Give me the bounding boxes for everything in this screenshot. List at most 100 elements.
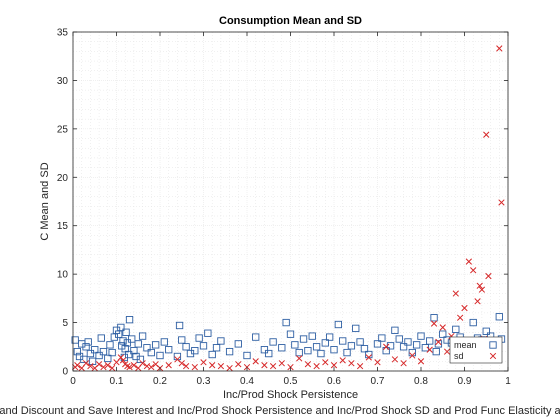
data-point-mean: [317, 349, 325, 358]
data-point-sd: [119, 357, 127, 364]
data-point-mean: [95, 351, 103, 360]
data-point-sd: [383, 343, 390, 350]
y-tick-label: 20: [57, 173, 69, 184]
y-tick-label: 35: [57, 28, 69, 39]
data-point-mean: [432, 347, 440, 356]
data-point-mean: [125, 350, 133, 359]
data-point-sd: [426, 346, 433, 353]
data-point-mean: [160, 338, 168, 346]
data-point-mean: [421, 344, 429, 352]
data-point-mean: [413, 341, 421, 349]
data-point-sd: [498, 199, 505, 206]
data-point-mean: [360, 345, 369, 353]
x-tick-label: 0.7: [371, 376, 385, 387]
data-point-sd: [209, 362, 216, 369]
data-point-sd: [461, 304, 468, 312]
data-point-mean: [106, 341, 114, 349]
data-point-sd: [95, 361, 103, 368]
data-point-sd: [252, 358, 259, 365]
data-point-mean: [347, 342, 356, 350]
data-point-sd: [104, 362, 111, 369]
data-point-sd: [130, 362, 138, 369]
x-axis-label: Inc/Prod Shock Persistence: [223, 389, 358, 401]
data-point-sd: [330, 362, 338, 369]
y-tick-label: 15: [57, 221, 69, 232]
data-point-mean: [104, 354, 112, 363]
data-point-mean: [117, 323, 125, 332]
y-tick-label: 10: [57, 270, 69, 281]
grid: [72, 31, 509, 372]
x-tick-label: 0: [70, 376, 76, 387]
x-tick-label: 0.4: [240, 376, 254, 387]
data-point-mean: [73, 347, 82, 356]
y-tick-label: 0: [62, 367, 68, 378]
x-tick-label: 0.2: [153, 376, 167, 387]
data-point-sd: [409, 352, 416, 359]
data-point-sd: [365, 354, 372, 361]
data-point-mean: [295, 348, 303, 357]
y-axis-label: C Mean and SD: [39, 162, 51, 240]
data-point-mean: [469, 318, 477, 327]
data-point-sd: [485, 272, 492, 280]
data-point-mean: [299, 335, 308, 343]
data-point-sd: [339, 357, 346, 364]
data-point-mean: [417, 332, 425, 340]
data-point-mean: [199, 342, 208, 350]
plot-area: 0 0.1 0.2 0.3 0.4 0.5 0.6 0.7 0.8 0.9 1 0 5 10 15 20 25…: [57, 28, 511, 388]
data-point-sd: [476, 282, 483, 289]
data-point-mean: [178, 336, 186, 344]
x-tick-label: 0.5: [284, 376, 298, 387]
data-point-mean: [399, 343, 408, 351]
data-point-mean: [452, 325, 460, 334]
data-point-mean: [136, 355, 145, 364]
data-point-sd: [304, 361, 312, 368]
data-point-mean: [352, 324, 360, 333]
data-point-sd: [165, 362, 172, 369]
y-tick-label: 30: [57, 76, 69, 87]
data-point-mean: [304, 347, 312, 355]
data-point-sd: [226, 364, 233, 372]
data-point-sd: [478, 286, 486, 293]
y-axis-ticks: 0 5 10 15 20 25 30 35: [57, 28, 508, 378]
data-point-sd: [87, 363, 94, 370]
data-point-mean: [138, 332, 147, 340]
data-point-sd: [278, 360, 285, 367]
y-tick-label: 25: [57, 124, 69, 135]
data-point-sd: [100, 363, 107, 371]
data-point-sd: [178, 360, 185, 367]
figure-caption: and Discount and Save Interest and Inc/P…: [0, 405, 560, 417]
data-point-mean: [330, 346, 338, 354]
x-tick-label: 1: [505, 376, 511, 387]
data-point-mean: [326, 333, 334, 341]
data-point-mean: [71, 336, 79, 344]
data-point-mean: [356, 338, 364, 346]
data-point-mean: [312, 343, 321, 351]
data-point-mean: [82, 343, 90, 351]
data-point-mean: [252, 333, 260, 341]
data-point-sd: [456, 314, 464, 321]
x-tick-label: 0.6: [327, 376, 341, 387]
data-point-mean: [119, 337, 127, 345]
data-point-mean: [426, 337, 434, 345]
data-point-sd: [465, 258, 473, 265]
data-point-mean: [80, 355, 88, 364]
data-point-mean: [204, 329, 212, 337]
data-point-sd: [217, 363, 225, 370]
data-point-sd: [126, 363, 133, 371]
data-point-sd: [117, 354, 125, 361]
data-point-mean: [151, 341, 160, 349]
data-point-sd: [235, 361, 242, 368]
data-point-mean: [156, 351, 164, 360]
data-point-mean: [282, 318, 290, 327]
data-point-sd: [417, 358, 425, 365]
data-point-mean: [99, 347, 108, 356]
data-point-mean: [234, 340, 242, 348]
data-point-mean: [291, 341, 299, 349]
data-point-mean: [97, 334, 105, 342]
data-point-mean: [84, 338, 92, 346]
data-point-sd: [356, 363, 364, 370]
data-point-sd: [439, 324, 446, 331]
data-point-mean: [265, 349, 273, 358]
